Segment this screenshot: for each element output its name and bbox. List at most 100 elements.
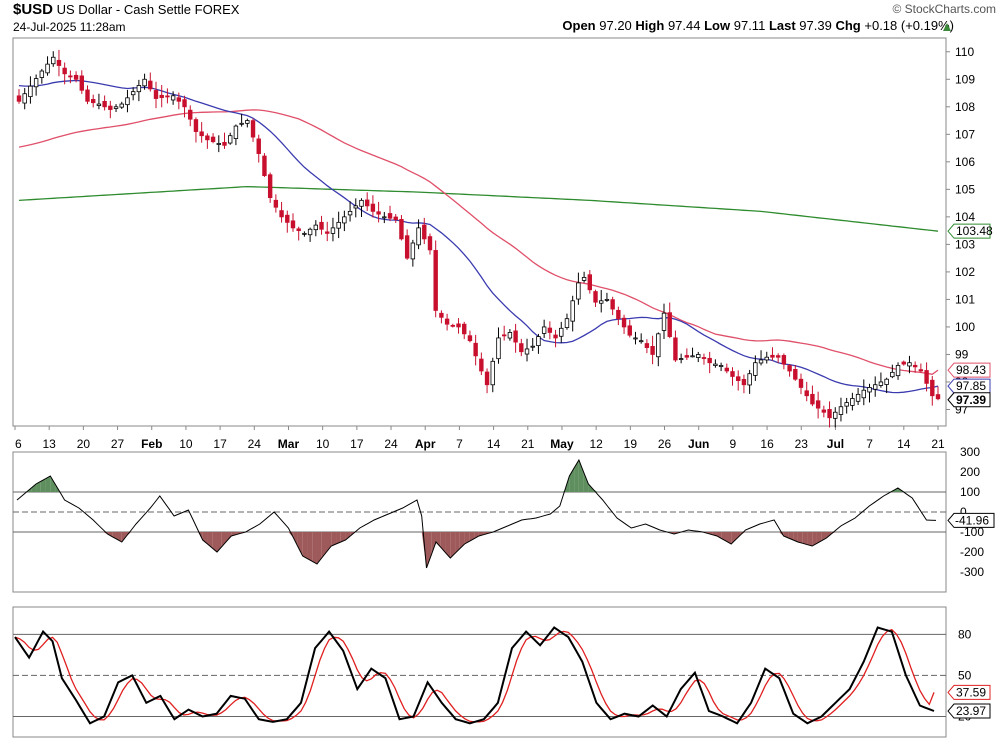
stoch-y-tick-label: 50 xyxy=(958,668,972,682)
candle-body xyxy=(125,97,130,106)
price-x-tick-label: 21 xyxy=(521,437,535,451)
candle-body xyxy=(319,221,324,230)
candle-body xyxy=(222,141,227,146)
price-x-tick-label: 10 xyxy=(179,437,193,451)
candle-body xyxy=(273,199,279,208)
cci-negative-fill xyxy=(312,532,317,564)
cci-value-box: -41.96 xyxy=(947,512,995,528)
cci-negative-fill xyxy=(807,532,813,546)
candle-body xyxy=(873,384,878,390)
stoch-d-value-box: 37.59 xyxy=(947,684,991,700)
candle-body xyxy=(798,378,804,388)
candle-body xyxy=(353,205,358,209)
candle-body xyxy=(838,406,844,415)
candle-body xyxy=(610,299,615,310)
candle-body xyxy=(656,333,661,358)
cci-negative-fill xyxy=(307,532,313,562)
candle-body xyxy=(45,63,50,74)
last-label: Last xyxy=(768,18,796,33)
candle-body xyxy=(684,355,690,358)
candle-body xyxy=(79,75,84,91)
cci-y-tick-label: -200 xyxy=(960,545,984,559)
candle-body xyxy=(108,105,113,110)
candle-body xyxy=(593,291,598,303)
ma-mid-value-box-text: 98.43 xyxy=(956,363,986,377)
candle-body xyxy=(467,335,473,342)
candle-body xyxy=(193,119,199,132)
candle-body xyxy=(747,373,752,386)
candle-body xyxy=(490,360,495,386)
cci-negative-fill xyxy=(340,532,346,542)
price-x-tick-label: Jun xyxy=(688,437,709,451)
candle-body xyxy=(547,327,553,333)
candle-body xyxy=(296,228,301,232)
candle-body xyxy=(33,78,39,88)
candle-body xyxy=(524,348,530,355)
candle-body xyxy=(210,136,216,143)
candle-body xyxy=(621,317,627,328)
price-x-tick-label: 10 xyxy=(316,437,330,451)
stoch-panel-frame xyxy=(12,606,947,738)
cci-negative-fill xyxy=(455,532,460,554)
candle-body xyxy=(119,103,124,108)
candle-body xyxy=(113,106,119,109)
cci-line xyxy=(16,458,937,569)
last-price-box: 97.39 xyxy=(947,392,991,408)
candle-body xyxy=(462,323,467,335)
candle-body xyxy=(690,355,695,358)
stoch-k-value-text: 23.97 xyxy=(956,704,986,718)
cci-positive-fill xyxy=(583,472,589,492)
candle-body xyxy=(176,97,182,102)
candle-body xyxy=(325,231,330,234)
candle-body xyxy=(827,409,832,419)
candle-body xyxy=(370,203,376,212)
cci-positive-fill xyxy=(574,460,579,492)
candle-body xyxy=(439,312,444,318)
price-x-tick-label: Feb xyxy=(141,437,162,451)
candle-body xyxy=(330,227,336,234)
candle-body xyxy=(102,100,107,108)
candle-body xyxy=(513,330,518,343)
cci-negative-fill xyxy=(316,532,322,564)
cci-value-box-bg xyxy=(947,512,995,528)
candle-body xyxy=(450,324,456,327)
candle-body xyxy=(399,219,404,240)
candle-body xyxy=(587,274,593,291)
candle-body xyxy=(250,120,256,138)
candle-body xyxy=(718,365,724,367)
candle-body xyxy=(364,199,370,207)
candle-body xyxy=(924,370,929,384)
price-y-tick-label: 103 xyxy=(955,237,975,251)
price-y-tick-label: 110 xyxy=(955,45,974,59)
ma-long-value-box: 103.48 xyxy=(947,223,993,239)
cci-negative-fill xyxy=(112,532,117,540)
cci-y-tick-label: -100 xyxy=(960,525,984,539)
candle-body xyxy=(581,277,587,281)
candle-body xyxy=(713,363,718,366)
candle-body xyxy=(661,312,667,331)
candle-body xyxy=(844,402,849,407)
open-label: Open xyxy=(562,18,596,33)
last-value: 97.39 xyxy=(799,18,832,33)
candle-body xyxy=(638,340,644,343)
low-label: Low xyxy=(704,18,731,33)
cci-negative-fill xyxy=(426,532,432,568)
price-y-tick-label: 104 xyxy=(955,210,975,224)
ma-long-line xyxy=(18,185,939,232)
candle-body xyxy=(290,220,296,229)
candle-body xyxy=(507,332,513,339)
price-y-tick-label: 100 xyxy=(955,320,975,334)
candle-body xyxy=(753,362,758,376)
price-x-tick-label: 7 xyxy=(866,437,873,451)
ma-short-value-box-text: 97.85 xyxy=(956,379,986,393)
candle-body xyxy=(359,199,364,207)
cci-negative-fill xyxy=(221,532,227,547)
candle-body xyxy=(804,390,809,397)
candle-body xyxy=(153,90,159,99)
candle-body xyxy=(239,122,244,125)
candle-body xyxy=(473,342,478,357)
ma-mid-value-box: 98.43 xyxy=(947,362,991,378)
price-x-tick-label: 17 xyxy=(213,437,227,451)
last-price-box-text: 97.39 xyxy=(956,393,986,407)
up-triangle-icon xyxy=(943,23,951,31)
